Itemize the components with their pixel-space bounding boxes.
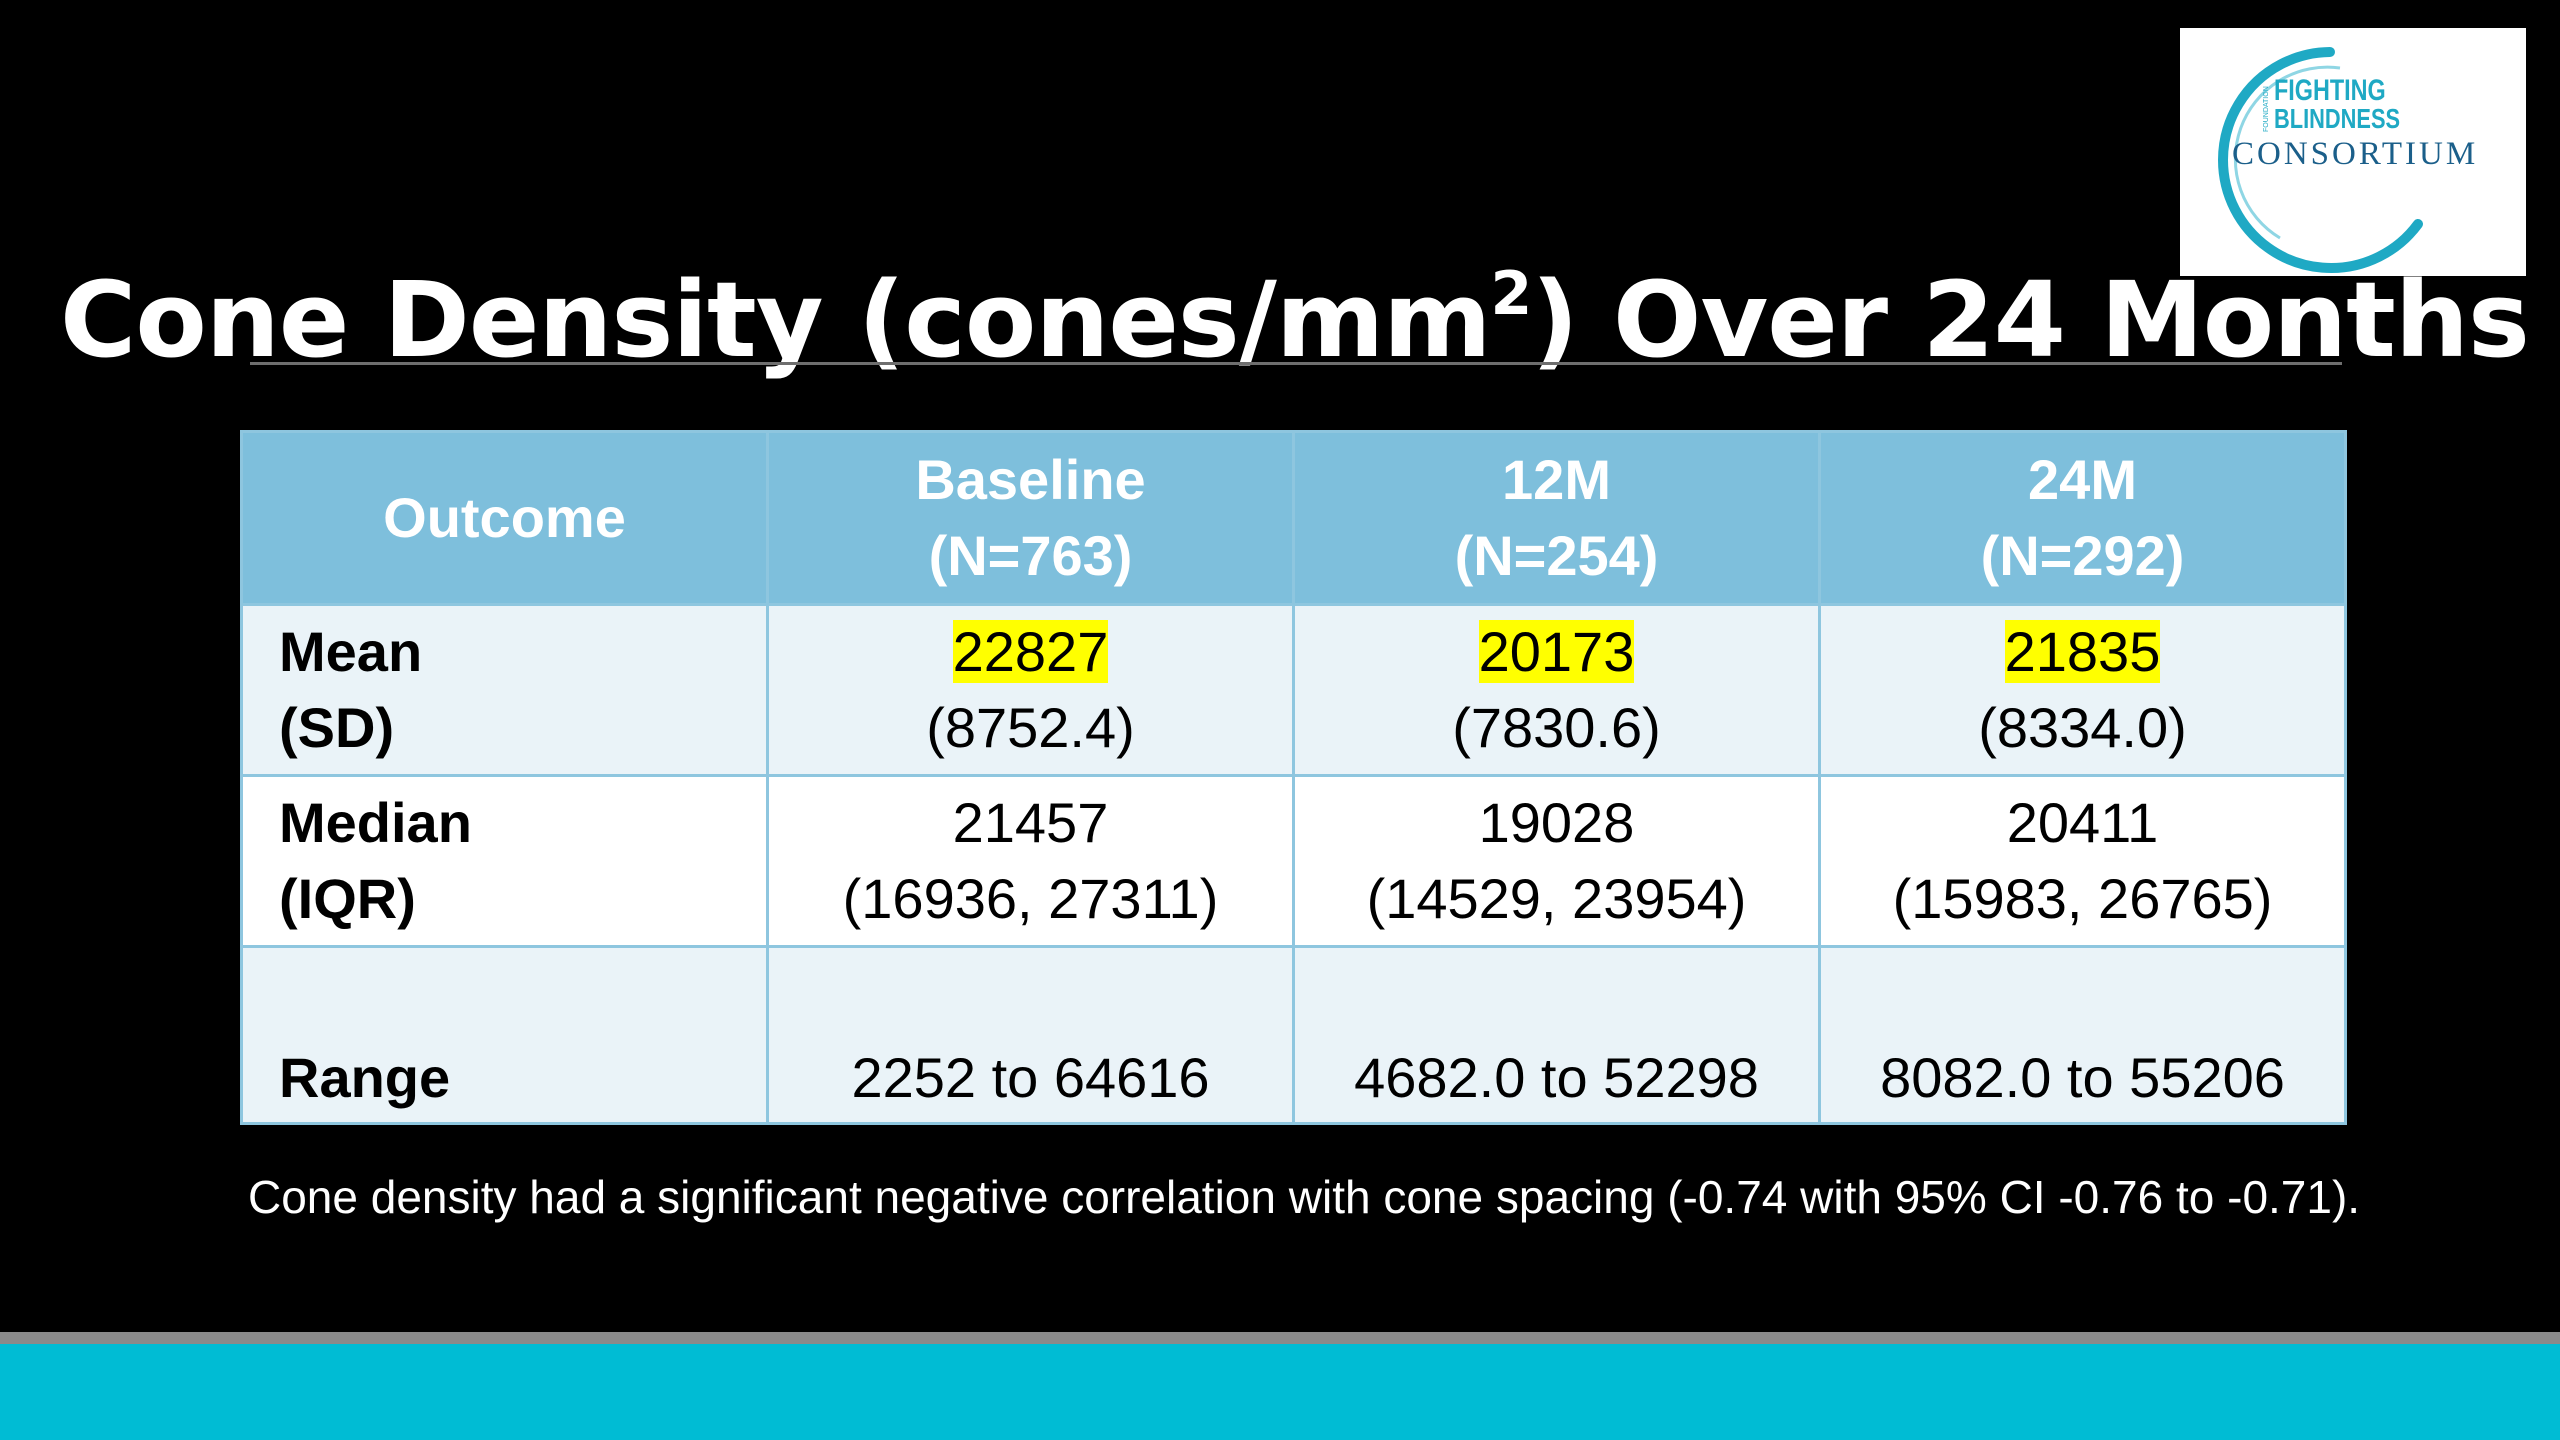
fighting-blindness-consortium-logo: FOUNDATION FIGHTING BLINDNESS CONSORTIUM (2180, 28, 2526, 276)
title-rest: ) Over 24 Months (1531, 259, 2530, 381)
cell-median-12m: 19028 (14529, 23954) (1292, 774, 1821, 948)
bottom-accent-bar (0, 1344, 2560, 1440)
row-label-median: Median (IQR) (240, 774, 769, 948)
table-header-row: Outcome Baseline (N=763) 12M (N=254) 24M (N… (240, 430, 2347, 606)
title-main: Cone Density (cones/mm (60, 259, 1492, 381)
slide-title: Cone Density (cones/mm2) Over 24 Months (60, 250, 2530, 390)
highlighted-value: 20173 (1478, 620, 1635, 683)
cell-range-baseline: 2252 to 64616 (766, 945, 1295, 1125)
cell-median-baseline: 21457 (16936, 27311) (766, 774, 1295, 948)
bottom-divider (0, 1332, 2560, 1344)
cell-range-12m: 4682.0 to 52298 (1292, 945, 1821, 1125)
header-outcome: Outcome (240, 430, 769, 606)
cell-mean-24m: 21835 (8334.0) (1818, 603, 2347, 777)
header-24m: 24M (N=292) (1818, 430, 2347, 606)
title-underline (250, 362, 2342, 365)
cell-mean-12m: 20173 (7830.6) (1292, 603, 1821, 777)
logo-consortium-text: CONSORTIUM (2232, 136, 2478, 172)
highlighted-value: 21835 (2004, 620, 2161, 683)
logo-blindness-text: BLINDNESS (2274, 103, 2400, 134)
logo-graphic: FOUNDATION FIGHTING BLINDNESS CONSORTIUM (2218, 47, 2478, 273)
logo-fighting-text: FIGHTING (2274, 73, 2386, 106)
cone-density-table: Outcome Baseline (N=763) 12M (N=254) 24M (N… (240, 430, 2347, 1125)
header-12m: 12M (N=254) (1292, 430, 1821, 606)
cell-median-24m: 20411 (15983, 26765) (1818, 774, 2347, 948)
header-baseline: Baseline (N=763) (766, 430, 1295, 606)
table-row-median: Median (IQR) 21457 (16936, 27311) 19028 (14… (240, 774, 2347, 948)
row-label-mean: Mean (SD) (240, 603, 769, 777)
cell-mean-baseline: 22827 (8752.4) (766, 603, 1295, 777)
logo-side-text: FOUNDATION (2263, 86, 2270, 132)
highlighted-value: 22827 (952, 620, 1109, 683)
title-superscript: 2 (1490, 259, 1533, 329)
footnote: Cone density had a significant negative … (248, 1171, 2361, 1223)
table-row-range: Range 2252 to 64616 4682.0 to 52298 8082… (240, 945, 2347, 1125)
table-row-mean: Mean (SD) 22827 (8752.4) 20173 (7830.6) 218… (240, 603, 2347, 777)
cell-range-24m: 8082.0 to 55206 (1818, 945, 2347, 1125)
row-label-range: Range (240, 945, 769, 1125)
